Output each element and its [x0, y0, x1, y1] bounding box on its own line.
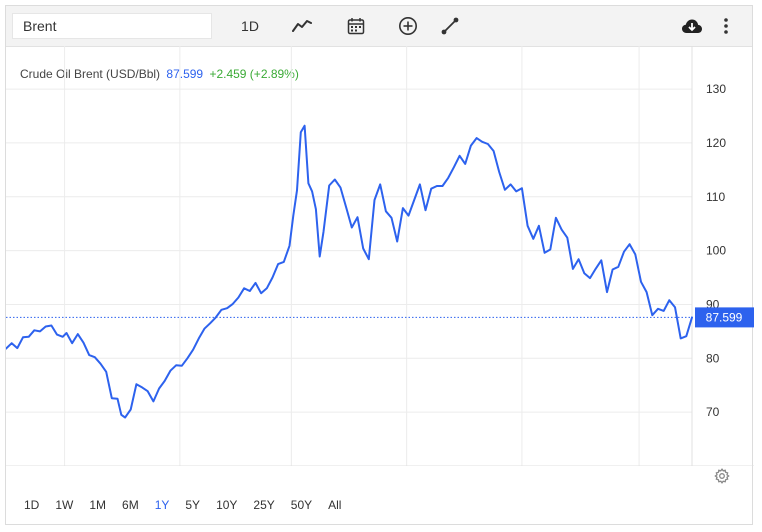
- series-line: [5, 124, 693, 419]
- range-button-5y[interactable]: 5Y: [185, 498, 201, 512]
- symbol-search-input[interactable]: [12, 13, 212, 39]
- last-value-marker-layer: 87.599: [6, 307, 754, 328]
- y-tick-label: 110: [706, 190, 725, 204]
- range-button-50y[interactable]: 50Y: [290, 498, 313, 512]
- calendar-icon[interactable]: [342, 12, 370, 40]
- range-button-1d[interactable]: 1D: [24, 498, 40, 512]
- interval-button[interactable]: 1D: [236, 12, 264, 40]
- add-circle-icon[interactable]: [394, 12, 422, 40]
- draw-line-icon[interactable]: [436, 12, 464, 40]
- series-layer: [5, 124, 693, 419]
- legend-last-value: 87.599: [166, 67, 204, 81]
- range-button-25y[interactable]: 25Y: [253, 498, 275, 512]
- interval-label: 1D: [241, 18, 259, 34]
- range-button-10y[interactable]: 10Y: [216, 498, 238, 512]
- chart-legend: Crude Oil Brent (USD/Bbl) 87.599 +2.459 …: [20, 67, 299, 81]
- y-tick-label: 120: [706, 136, 726, 150]
- y-tick-label: 130: [706, 82, 726, 96]
- last-value-badge: [695, 307, 754, 328]
- gear-icon[interactable]: [714, 468, 730, 489]
- more-vertical-icon[interactable]: [716, 12, 736, 40]
- range-button-1m[interactable]: 1M: [89, 498, 107, 512]
- legend-change: +2.459 (+2.89%): [209, 67, 299, 81]
- legend-series-name: Crude Oil Brent (USD/Bbl): [20, 67, 161, 81]
- y-tick-label: 100: [706, 244, 726, 258]
- range-button-6m[interactable]: 6M: [122, 498, 139, 512]
- range-button-all[interactable]: All: [328, 498, 342, 512]
- range-selector: 1D 1W 1M 6M 1Y 5Y 10Y 25Y 50Y All: [16, 496, 349, 514]
- last-value-label: 87.599: [706, 310, 743, 324]
- cloud-download-icon[interactable]: [678, 12, 706, 40]
- chart-toolbar: 1D: [6, 6, 752, 47]
- chart-widget: 1D: [5, 5, 754, 525]
- y-tick-label: 80: [706, 351, 720, 365]
- y-tick-label: 70: [706, 405, 720, 419]
- range-button-1y[interactable]: 1Y: [154, 498, 170, 512]
- line-chart-icon[interactable]: [288, 12, 316, 40]
- range-button-1w[interactable]: 1W: [55, 498, 74, 512]
